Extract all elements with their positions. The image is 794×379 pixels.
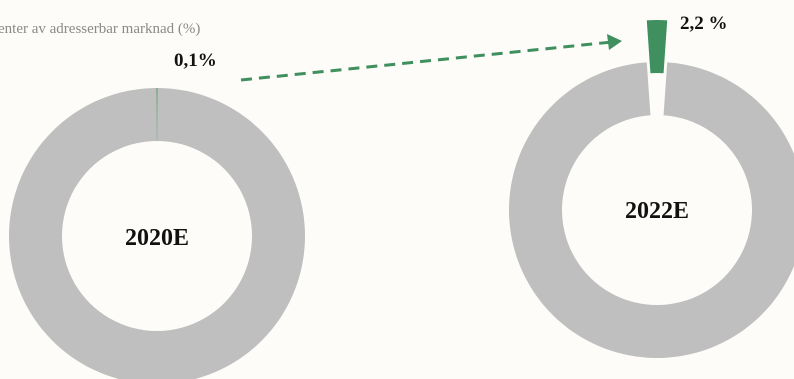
growth-arrow-line [240, 40, 613, 82]
center-label-2020e: 2020E [125, 225, 189, 251]
chart-subtitle: enter av adresserbar marknad (%) [0, 21, 200, 37]
center-label-2022e: 2022E [625, 198, 689, 224]
donut-slice-remainder-2022e [509, 62, 794, 358]
share-label-2022e: 2,2 % [680, 13, 728, 34]
donut-slice-share-2020e [156, 87, 158, 141]
share-label-2020e: 0,1% [174, 50, 217, 71]
donut-slice-share-2022e [646, 19, 668, 74]
donut-chart-2022e [509, 19, 794, 358]
donut-slice-remainder-2020e [9, 88, 305, 379]
growth-arrow-head [607, 34, 622, 50]
donut-chart-2020e [9, 87, 305, 379]
